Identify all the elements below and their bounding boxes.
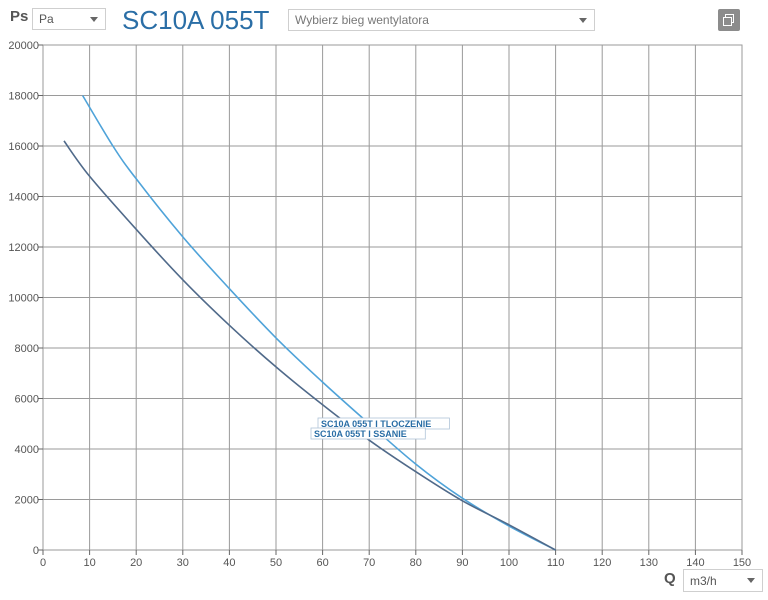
y-tick-label: 0 <box>33 545 39 557</box>
copy-button[interactable] <box>718 9 740 31</box>
chevron-down-icon <box>579 18 587 23</box>
y-tick-label: 14000 <box>8 192 39 204</box>
fan-speed-select[interactable]: Wybierz bieg wentylatora <box>288 9 595 31</box>
x-tick-label: 150 <box>733 557 751 569</box>
x-tick-label: 140 <box>686 557 704 569</box>
y-tick-label: 8000 <box>15 343 39 355</box>
chart-grid <box>42 44 743 551</box>
x-unit-value: m3/h <box>690 574 717 588</box>
y-tick-label: 12000 <box>8 242 39 254</box>
x-tick-label: 0 <box>40 557 46 569</box>
chart-title: SC10A 055T <box>122 5 270 35</box>
series-line-0 <box>81 95 556 551</box>
x-tick-label: 130 <box>640 557 658 569</box>
y-unit-value: Pa <box>39 12 54 26</box>
legend-item: SC10A 055T I TLOCZENIE <box>317 417 450 430</box>
chart-axes: 0 10 20 30 40 50 60 70 80 90 100 110 120 130 140 150 0 20… <box>8 40 751 569</box>
y-axis-label: Ps <box>10 8 29 25</box>
x-tick-label: 90 <box>456 557 468 569</box>
chevron-down-icon <box>90 17 98 22</box>
x-tick-label: 20 <box>130 557 142 569</box>
y-tick-label: 16000 <box>8 141 39 153</box>
x-tick-label: 40 <box>223 557 235 569</box>
y-tick-label: 2000 <box>15 495 39 507</box>
legend-label: SC10A 055T I SSANIE <box>314 429 407 439</box>
x-tick-label: 120 <box>593 557 611 569</box>
x-tick-label: 60 <box>316 557 328 569</box>
x-tick-label: 100 <box>500 557 518 569</box>
x-tick-label: 80 <box>410 557 422 569</box>
chevron-down-icon <box>747 578 755 583</box>
y-tick-label: 10000 <box>8 293 39 305</box>
y-tick-label: 20000 <box>8 40 39 52</box>
x-axis-label: Q <box>664 570 676 587</box>
series-line-1 <box>63 140 556 551</box>
y-tick-label: 18000 <box>8 91 39 103</box>
y-tick-label: 4000 <box>15 444 39 456</box>
legend-box <box>310 427 426 440</box>
x-unit-select[interactable]: m3/h <box>683 569 763 592</box>
legend-label: SC10A 055T I TLOCZENIE <box>321 419 431 429</box>
copy-icon-front <box>723 17 732 26</box>
x-tick-label: 70 <box>363 557 375 569</box>
legend-item: SC10A 055T I SSANIE <box>310 427 426 440</box>
x-tick-label: 30 <box>177 557 189 569</box>
x-tick-label: 10 <box>83 557 95 569</box>
y-tick-label: 6000 <box>15 394 39 406</box>
x-tick-label: 110 <box>547 557 565 569</box>
chart-series <box>63 95 556 551</box>
y-unit-select[interactable]: Pa <box>32 8 106 30</box>
fan-speed-placeholder: Wybierz bieg wentylatora <box>295 13 429 27</box>
x-tick-label: 50 <box>270 557 282 569</box>
